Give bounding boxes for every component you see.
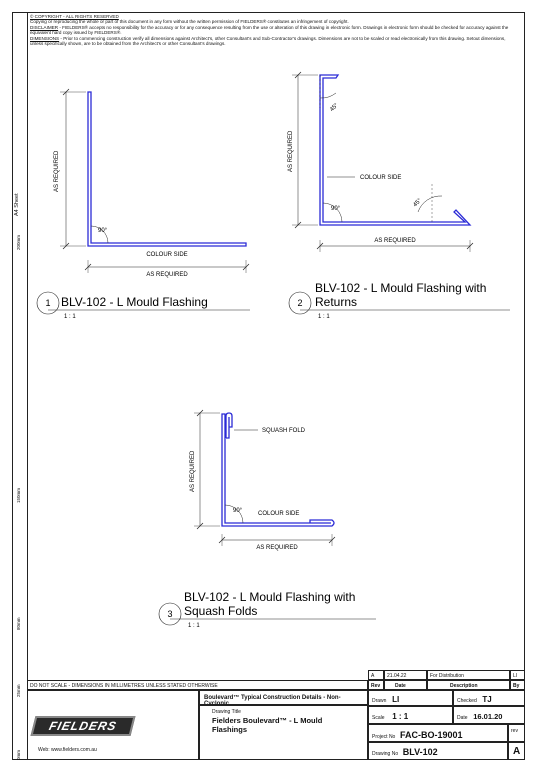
detail-3-squash-fold: SQUASH FOLD <box>262 428 306 434</box>
detail-3-drawing: SQUASH FOLD 90° COLOUR SIDE AS REQUIRED … <box>158 409 376 629</box>
drawing-no-value: BLV-102 <box>402 747 438 757</box>
project-cell: Project No FAC-BO-19001 <box>368 724 508 742</box>
series-title: Boulevard™ Typical Construction Details … <box>199 690 368 705</box>
rev-header-description: Description <box>427 680 510 690</box>
detail-1-badge <box>36 291 60 315</box>
scale-label: Scale <box>372 715 385 721</box>
drawing-title: Fielders Boulevard™ - L Mould Flashings <box>212 716 323 734</box>
detail-2-angle-right: 45° <box>412 197 423 208</box>
project-label: Project No <box>372 734 396 740</box>
logo-cell: FIELDERS Web: www.fielders.com.au <box>27 690 199 760</box>
detail-1-number: 1 <box>45 298 50 308</box>
fielders-logo: FIELDERS <box>30 716 136 736</box>
detail-1-angle-arc <box>90 225 109 244</box>
detail-3-scale: 1 : 1 <box>188 623 200 629</box>
detail-2-as-required-v: AS REQUIRED <box>288 130 294 172</box>
detail-1-title: BLV-102 - L Mould Flashing <box>61 295 208 309</box>
detail-2-angle-top: 45° <box>329 102 340 113</box>
drawing-title-cell: Drawing Title Fielders Boulevard™ - L Mo… <box>199 705 368 760</box>
rev-label: rev <box>508 724 525 742</box>
detail-1-as-required-h: AS REQUIRED <box>146 272 188 278</box>
legal-notes: © COPYRIGHT - ALL RIGHTS RESERVED Copyin… <box>30 14 520 46</box>
detail-2-title-line2: Returns <box>315 295 357 309</box>
detail-1-drawing: 90° AS REQUIRED COLOUR SIDE AS REQUIRED … <box>36 88 250 320</box>
checked-cell: Checked TJ <box>453 690 525 706</box>
drawn-label: Drawn <box>372 698 387 704</box>
copy-text: Copying or reproducing the whole or part… <box>30 19 349 25</box>
scale-cell: Scale 1 : 1 <box>368 706 453 724</box>
detail-2-as-required-h: AS REQUIRED <box>374 238 416 244</box>
rev-row-by: LI <box>510 670 525 680</box>
date-value: 16.01.20 <box>473 712 503 721</box>
rev-row-date: 21.04.22 <box>384 670 427 680</box>
drawing-no-cell: Drawing No BLV-102 <box>368 742 508 760</box>
detail-1-colour-side: COLOUR SIDE <box>146 252 187 258</box>
disclaimer-text: - FIELDERS® accepts no responsibility fo… <box>30 24 509 36</box>
margin-strip <box>12 12 27 760</box>
rev-value: A <box>508 742 525 760</box>
website: Web: www.fielders.com.au <box>38 747 97 753</box>
date-label: Date <box>457 715 468 721</box>
drawn-cell: Drawn LI <box>368 690 453 706</box>
detail-1-scale: 1 : 1 <box>64 314 76 320</box>
date-cell: Date 16.01.20 <box>453 706 525 724</box>
detail-3-colour-side: COLOUR SIDE <box>258 511 299 517</box>
drawing-no-label: Drawing No <box>372 751 399 757</box>
detail-3-flashing <box>225 412 233 439</box>
detail-2-drawing: 45° 90° 45° COLOUR SIDE AS REQUIRED AS R… <box>288 71 510 320</box>
detail-2-angle-corner: 90° <box>331 206 341 212</box>
detail-3-as-required-v: AS REQUIRED <box>190 450 196 492</box>
detail-3-number: 3 <box>167 609 172 619</box>
disclaimer-line: DISCLAIMER - FIELDERS® accepts no respon… <box>30 25 520 36</box>
detail-2-colour-side: COLOUR SIDE <box>360 175 401 181</box>
detail-3-title-line1: BLV-102 - L Mould Flashing with <box>184 590 355 604</box>
detail-1-flashing <box>87 91 247 247</box>
dimensions-text: - Prior to commencing construction verif… <box>30 35 506 47</box>
scale-value: 1 : 1 <box>392 712 409 721</box>
detail-2-title-line1: BLV-102 - L Mould Flashing with <box>315 281 486 295</box>
rev-header-date: Date <box>384 680 427 690</box>
detail-2-badge <box>288 291 312 315</box>
dimensions-line: DIMENSIONS - Prior to commencing constru… <box>30 36 520 47</box>
checked-value: TJ <box>482 695 492 704</box>
checked-label: Checked <box>457 698 477 704</box>
drawn-value: LI <box>392 695 400 704</box>
detail-1-as-required-v: AS REQUIRED <box>54 150 60 192</box>
title-block: A 21.04.22 For Distribution LI Rev Date … <box>27 670 525 760</box>
rev-header-by: By <box>510 680 525 690</box>
rev-row-rev: A <box>368 670 384 680</box>
detail-3-badge <box>158 602 182 626</box>
dimensions-label: DIMENSIONS <box>30 35 60 41</box>
detail-1-angle: 90° <box>98 228 108 234</box>
rev-header-rev: Rev <box>368 680 384 690</box>
drawing-title-label: Drawing Title <box>212 709 241 715</box>
detail-2-number: 2 <box>297 298 302 308</box>
logo-text: FIELDERS <box>47 719 119 733</box>
detail-2-scale: 1 : 1 <box>318 314 330 320</box>
scale-note: DO NOT SCALE - DIMENSIONS IN MILLIMETRES… <box>27 680 368 690</box>
detail-2-flashing <box>319 74 472 226</box>
rev-row-description: For Distribution <box>427 670 510 680</box>
detail-3-as-required-h: AS REQUIRED <box>256 545 298 551</box>
detail-3-flashing-body <box>221 413 335 527</box>
copyright-line: © COPYRIGHT - ALL RIGHTS RESERVED <box>30 14 119 19</box>
disclaimer-label: DISCLAIMER <box>30 24 59 30</box>
detail-3-angle: 90° <box>233 508 243 514</box>
detail-3-title-line2: Squash Folds <box>184 604 257 618</box>
project-value: FAC-BO-19001 <box>400 730 463 740</box>
